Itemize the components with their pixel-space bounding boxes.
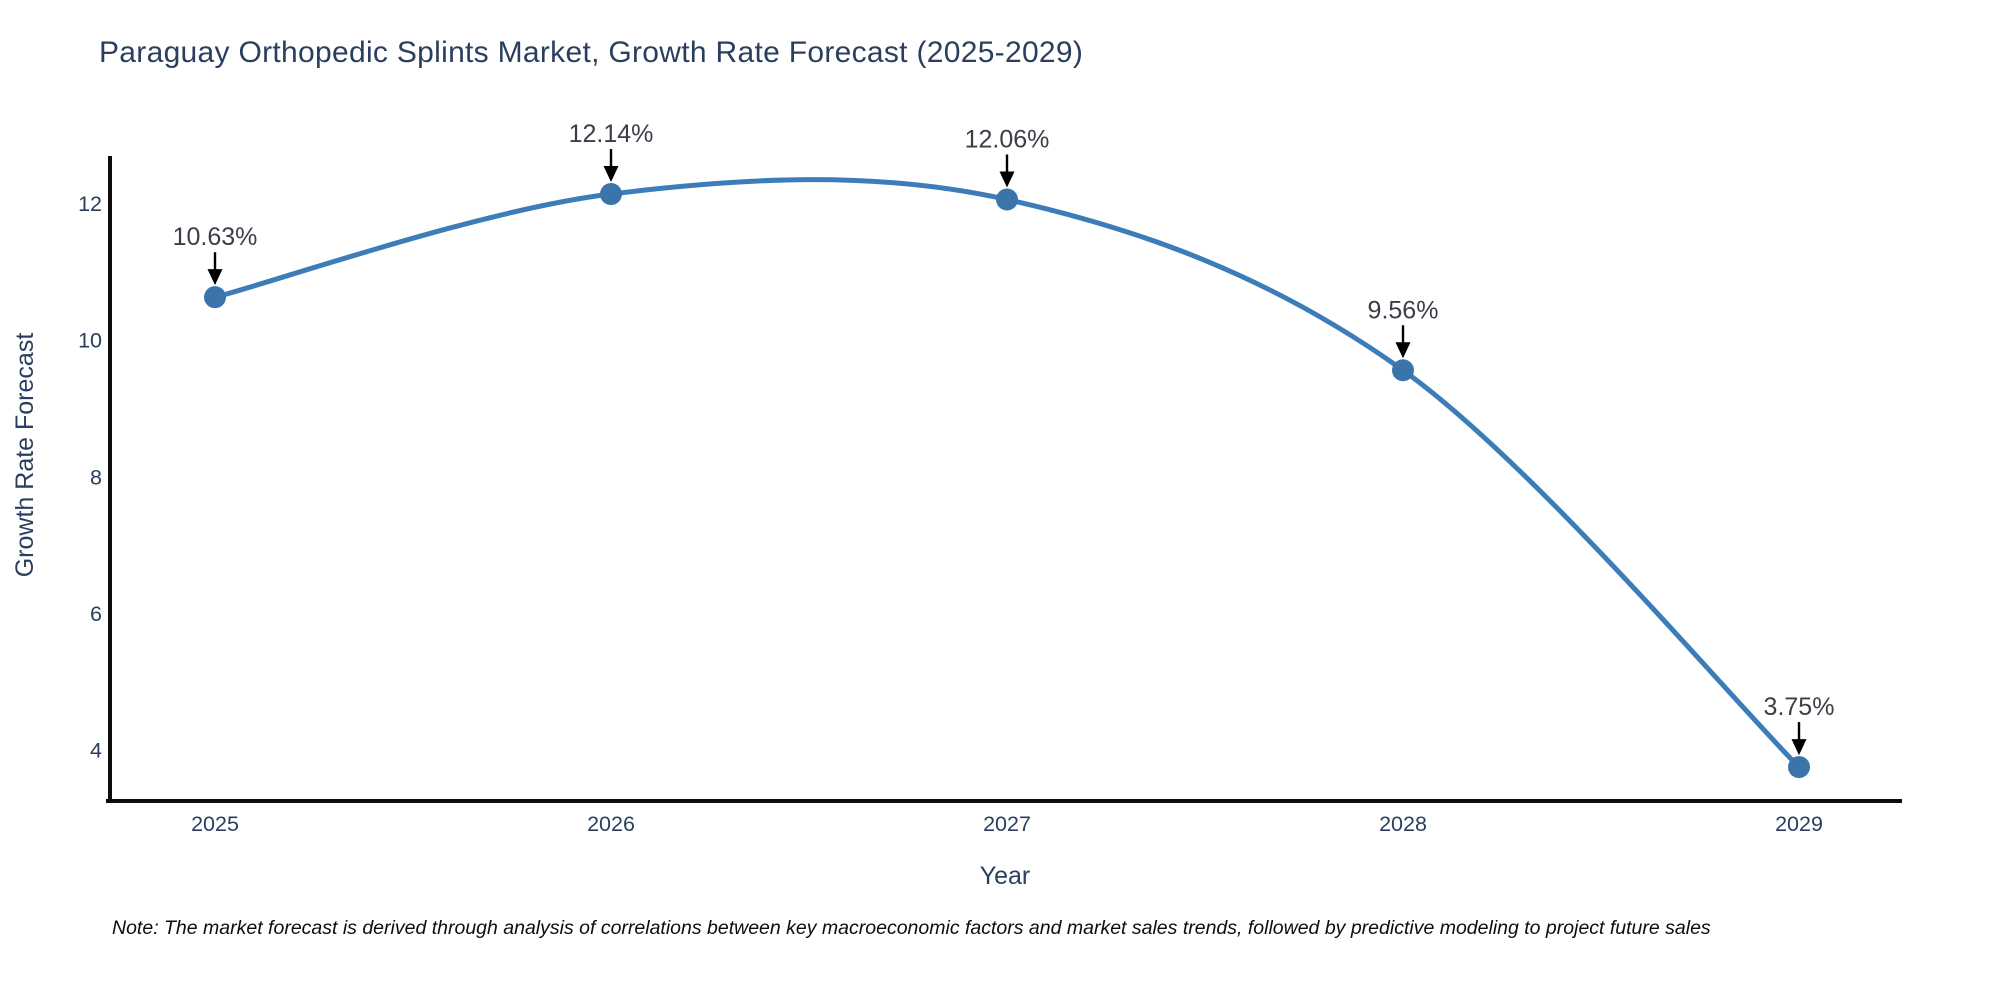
y-tick-label: 4	[90, 739, 102, 763]
chart-title: Paraguay Orthopedic Splints Market, Grow…	[99, 36, 1084, 69]
annotation-arrowhead-icon	[603, 166, 619, 183]
data-point[interactable]	[1392, 359, 1414, 382]
footnote: Note: The market forecast is derived thr…	[112, 917, 1711, 939]
data-point[interactable]	[1788, 756, 1810, 779]
x-axis-title: Year	[980, 862, 1031, 890]
data-point[interactable]	[996, 188, 1018, 211]
annotation-arrowhead-icon	[1395, 342, 1411, 359]
y-tick-label: 12	[78, 192, 102, 216]
point-annotations: 10.63% 12.14% 12.06% 9.56% 3.75%	[173, 120, 1835, 756]
annotation-arrowhead-icon	[1791, 739, 1807, 756]
point-label: 12.14%	[569, 120, 654, 148]
y-tick-label: 8	[90, 465, 102, 489]
point-label: 10.63%	[173, 223, 258, 251]
annotation-arrowhead-icon	[999, 171, 1015, 188]
data-points	[204, 183, 1810, 779]
y-axis-title: Growth Rate Forecast	[11, 333, 39, 578]
data-point[interactable]	[600, 183, 622, 206]
point-label: 12.06%	[965, 126, 1050, 154]
y-tick-label: 10	[78, 329, 102, 353]
x-tick-label: 2029	[1775, 812, 1823, 836]
x-tick-label: 2027	[983, 812, 1031, 836]
y-axis-tick-labels: 4 6 8 10 12	[78, 192, 102, 762]
x-tick-label: 2026	[587, 812, 635, 836]
point-label: 3.75%	[1764, 693, 1835, 721]
x-axis-tick-labels: 2025 2026 2027 2028 2029	[191, 812, 1823, 836]
y-tick-label: 6	[90, 602, 102, 626]
x-tick-label: 2025	[191, 812, 239, 836]
x-tick-label: 2028	[1379, 812, 1427, 836]
annotation-arrowhead-icon	[207, 269, 223, 286]
data-point[interactable]	[204, 286, 226, 309]
series-line	[212, 177, 1802, 770]
point-label: 9.56%	[1368, 296, 1439, 324]
